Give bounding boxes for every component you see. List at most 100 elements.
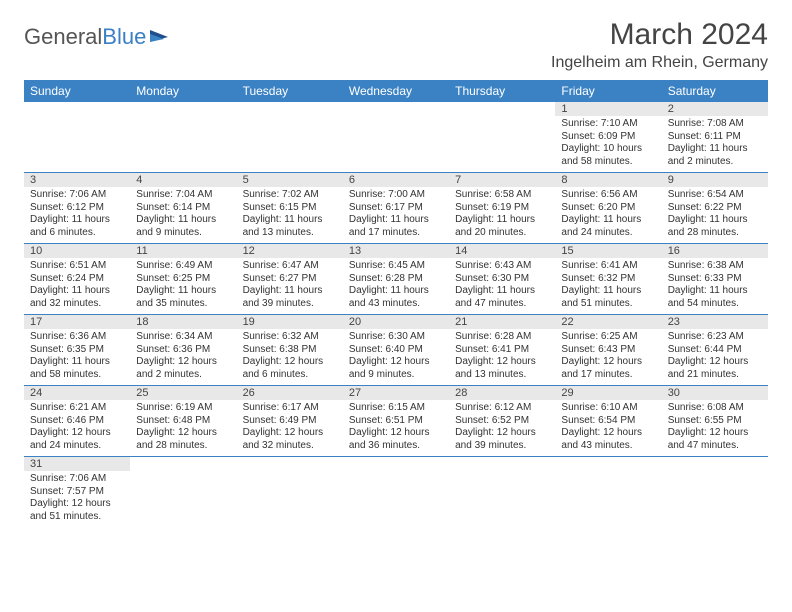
day-content: Sunrise: 6:19 AMSunset: 6:48 PMDaylight:… bbox=[130, 400, 236, 456]
sunset-text: Sunset: 6:40 PM bbox=[349, 344, 443, 357]
sunset-text: Sunset: 6:25 PM bbox=[136, 273, 230, 286]
calendar-cell: 22Sunrise: 6:25 AMSunset: 6:43 PMDayligh… bbox=[555, 315, 661, 386]
calendar-cell: 9Sunrise: 6:54 AMSunset: 6:22 PMDaylight… bbox=[662, 173, 768, 244]
sunrise-text: Sunrise: 7:00 AM bbox=[349, 189, 443, 202]
daylight-text: Daylight: 12 hours and 39 minutes. bbox=[455, 427, 549, 452]
sunset-text: Sunset: 6:54 PM bbox=[561, 415, 655, 428]
calendar-cell: 24 Sunrise: 6:21 AMSunset: 6:46 PMDayligh… bbox=[24, 386, 130, 457]
sunrise-text: Sunrise: 7:08 AM bbox=[668, 118, 762, 131]
sunset-text: Sunset: 6:36 PM bbox=[136, 344, 230, 357]
day-number: 21 bbox=[449, 315, 555, 329]
sunrise-text: Sunrise: 7:06 AM bbox=[30, 473, 124, 486]
daylight-text: Daylight: 12 hours and 6 minutes. bbox=[243, 356, 337, 381]
daylight-text: Daylight: 11 hours and 58 minutes. bbox=[30, 356, 124, 381]
day-content: Sunrise: 6:45 AMSunset: 6:28 PMDaylight:… bbox=[343, 258, 449, 314]
calendar-cell: 31Sunrise: 7:06 AMSunset: 7:57 PMDayligh… bbox=[24, 457, 130, 528]
daylight-text: Daylight: 11 hours and 35 minutes. bbox=[136, 285, 230, 310]
sunset-text: Sunset: 6:46 PM bbox=[30, 415, 124, 428]
calendar-week-row: 24Sunrise: 6:21 AMSunset: 6:46 PMDayligh… bbox=[24, 386, 768, 457]
day-number: 24 bbox=[24, 386, 130, 400]
sunrise-text: Sunrise: 6:19 AM bbox=[136, 402, 230, 415]
day-content: Sunrise: 6:41 AMSunset: 6:32 PMDaylight:… bbox=[555, 258, 661, 314]
day-content: Sunrise: 6:15 AMSunset: 6:51 PMDaylight:… bbox=[343, 400, 449, 456]
sunset-text: Sunset: 6:12 PM bbox=[30, 202, 124, 215]
sunset-text: Sunset: 7:57 PM bbox=[30, 486, 124, 499]
calendar-cell: 19Sunrise: 6:32 AMSunset: 6:38 PMDayligh… bbox=[237, 315, 343, 386]
day-content: Sunrise: 6:12 AMSunset: 6:52 PMDaylight:… bbox=[449, 400, 555, 456]
calendar-cell bbox=[237, 457, 343, 528]
day-content: Sunrise: 6:51 AMSunset: 6:24 PMDaylight:… bbox=[24, 258, 130, 314]
day-number: 12 bbox=[237, 244, 343, 258]
sunrise-text: Sunrise: 6:21 AM bbox=[30, 402, 124, 415]
sunrise-text: Sunrise: 6:17 AM bbox=[243, 402, 337, 415]
daylight-text: Daylight: 11 hours and 43 minutes. bbox=[349, 285, 443, 310]
calendar-cell bbox=[662, 457, 768, 528]
col-tuesday: Tuesday bbox=[237, 80, 343, 102]
calendar-cell: 1Sunrise: 7:10 AMSunset: 6:09 PMDaylight… bbox=[555, 102, 661, 173]
daylight-text: Daylight: 12 hours and 47 minutes. bbox=[668, 427, 762, 452]
calendar-cell bbox=[237, 102, 343, 173]
daylight-text: Daylight: 12 hours and 32 minutes. bbox=[243, 427, 337, 452]
sunrise-text: Sunrise: 6:56 AM bbox=[561, 189, 655, 202]
calendar-cell bbox=[449, 457, 555, 528]
day-content: Sunrise: 6:36 AMSunset: 6:35 PMDaylight:… bbox=[24, 329, 130, 385]
day-number: 28 bbox=[449, 386, 555, 400]
calendar-body: 1Sunrise: 7:10 AMSunset: 6:09 PMDaylight… bbox=[24, 102, 768, 527]
day-content: Sunrise: 6:28 AMSunset: 6:41 PMDaylight:… bbox=[449, 329, 555, 385]
calendar-cell: 2Sunrise: 7:08 AMSunset: 6:11 PMDaylight… bbox=[662, 102, 768, 173]
calendar-cell: 29Sunrise: 6:10 AMSunset: 6:54 PMDayligh… bbox=[555, 386, 661, 457]
daylight-text: Daylight: 12 hours and 21 minutes. bbox=[668, 356, 762, 381]
day-number: 4 bbox=[130, 173, 236, 187]
day-number: 17 bbox=[24, 315, 130, 329]
sunset-text: Sunset: 6:33 PM bbox=[668, 273, 762, 286]
day-content: Sunrise: 7:06 AMSunset: 7:57 PMDaylight:… bbox=[24, 471, 130, 527]
day-content: Sunrise: 6:58 AMSunset: 6:19 PMDaylight:… bbox=[449, 187, 555, 243]
calendar-table: Sunday Monday Tuesday Wednesday Thursday… bbox=[24, 80, 768, 527]
sunrise-text: Sunrise: 6:38 AM bbox=[668, 260, 762, 273]
calendar-cell: 20Sunrise: 6:30 AMSunset: 6:40 PMDayligh… bbox=[343, 315, 449, 386]
calendar-week-row: 31Sunrise: 7:06 AMSunset: 7:57 PMDayligh… bbox=[24, 457, 768, 528]
daylight-text: Daylight: 11 hours and 47 minutes. bbox=[455, 285, 549, 310]
day-content: Sunrise: 6:47 AMSunset: 6:27 PMDaylight:… bbox=[237, 258, 343, 314]
daylight-text: Daylight: 12 hours and 13 minutes. bbox=[455, 356, 549, 381]
day-content: Sunrise: 6:23 AMSunset: 6:44 PMDaylight:… bbox=[662, 329, 768, 385]
sunset-text: Sunset: 6:35 PM bbox=[30, 344, 124, 357]
sunrise-text: Sunrise: 6:43 AM bbox=[455, 260, 549, 273]
title-location: Ingelheim am Rhein, Germany bbox=[551, 54, 768, 72]
sunrise-text: Sunrise: 6:32 AM bbox=[243, 331, 337, 344]
day-number: 18 bbox=[130, 315, 236, 329]
day-content: Sunrise: 6:25 AMSunset: 6:43 PMDaylight:… bbox=[555, 329, 661, 385]
calendar-cell: 12Sunrise: 6:47 AMSunset: 6:27 PMDayligh… bbox=[237, 244, 343, 315]
sunset-text: Sunset: 6:43 PM bbox=[561, 344, 655, 357]
daylight-text: Daylight: 11 hours and 13 minutes. bbox=[243, 214, 337, 239]
day-number: 26 bbox=[237, 386, 343, 400]
calendar-cell bbox=[130, 457, 236, 528]
calendar-cell: 25Sunrise: 6:19 AMSunset: 6:48 PMDayligh… bbox=[130, 386, 236, 457]
day-header-row: Sunday Monday Tuesday Wednesday Thursday… bbox=[24, 80, 768, 102]
calendar-cell: 30Sunrise: 6:08 AMSunset: 6:55 PMDayligh… bbox=[662, 386, 768, 457]
calendar-cell: 14Sunrise: 6:43 AMSunset: 6:30 PMDayligh… bbox=[449, 244, 555, 315]
daylight-text: Daylight: 11 hours and 2 minutes. bbox=[668, 143, 762, 168]
calendar-week-row: 17Sunrise: 6:36 AMSunset: 6:35 PMDayligh… bbox=[24, 315, 768, 386]
sunset-text: Sunset: 6:19 PM bbox=[455, 202, 549, 215]
calendar-cell: 5Sunrise: 7:02 AMSunset: 6:15 PMDaylight… bbox=[237, 173, 343, 244]
col-sunday: Sunday bbox=[24, 80, 130, 102]
sunrise-text: Sunrise: 6:58 AM bbox=[455, 189, 549, 202]
day-content: Sunrise: 6:10 AMSunset: 6:54 PMDaylight:… bbox=[555, 400, 661, 456]
sunset-text: Sunset: 6:20 PM bbox=[561, 202, 655, 215]
daylight-text: Daylight: 11 hours and 17 minutes. bbox=[349, 214, 443, 239]
day-number: 15 bbox=[555, 244, 661, 258]
sunset-text: Sunset: 6:41 PM bbox=[455, 344, 549, 357]
day-number: 27 bbox=[343, 386, 449, 400]
sunset-text: Sunset: 6:38 PM bbox=[243, 344, 337, 357]
day-content: Sunrise: 6:54 AMSunset: 6:22 PMDaylight:… bbox=[662, 187, 768, 243]
calendar-cell: 7Sunrise: 6:58 AMSunset: 6:19 PMDaylight… bbox=[449, 173, 555, 244]
daylight-text: Daylight: 11 hours and 51 minutes. bbox=[561, 285, 655, 310]
sunset-text: Sunset: 6:17 PM bbox=[349, 202, 443, 215]
daylight-text: Daylight: 12 hours and 28 minutes. bbox=[136, 427, 230, 452]
calendar-cell: 16Sunrise: 6:38 AMSunset: 6:33 PMDayligh… bbox=[662, 244, 768, 315]
calendar-cell: 11Sunrise: 6:49 AMSunset: 6:25 PMDayligh… bbox=[130, 244, 236, 315]
daylight-text: Daylight: 10 hours and 58 minutes. bbox=[561, 143, 655, 168]
daylight-text: Daylight: 12 hours and 24 minutes. bbox=[30, 427, 124, 452]
logo-text-1: General bbox=[24, 24, 102, 50]
